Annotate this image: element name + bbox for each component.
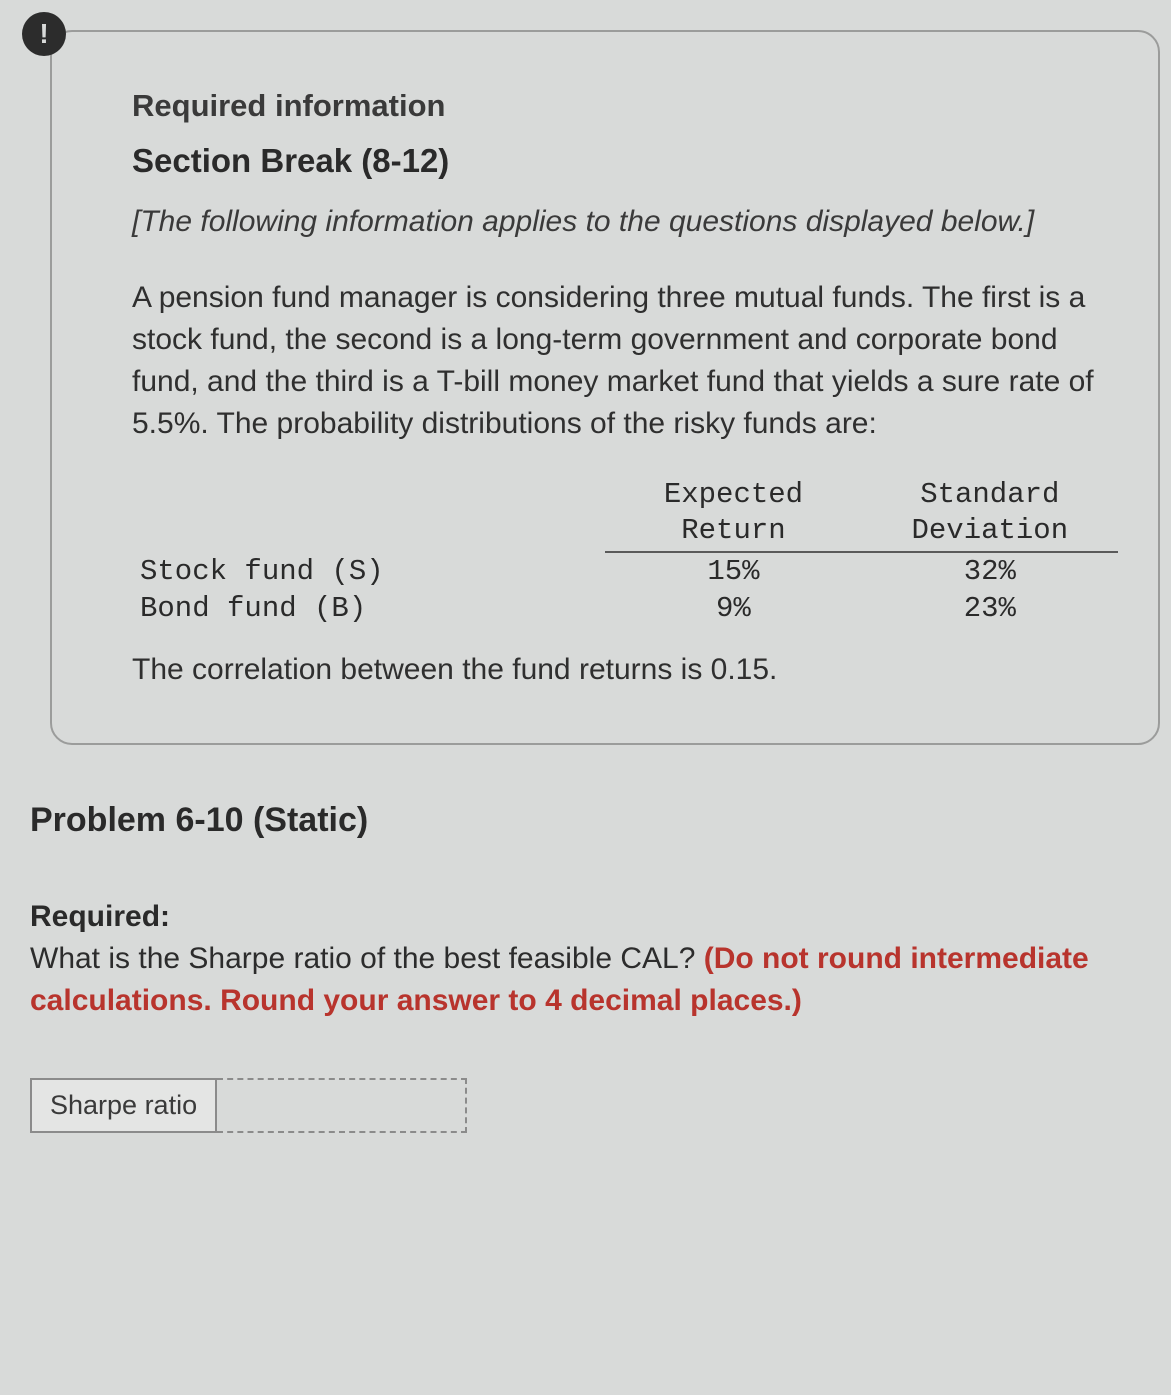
- table-header-stddev: Standard Deviation: [862, 475, 1118, 553]
- alert-glyph: !: [39, 18, 48, 50]
- table-row: Bond fund (B) 9% 23%: [132, 590, 1118, 627]
- problem-title: Problem 6-10 (Static): [30, 801, 1171, 840]
- sharpe-ratio-input[interactable]: [217, 1078, 467, 1133]
- required-info-card: Required information Section Break (8-12…: [50, 30, 1160, 745]
- table-row: Stock fund (S) 15% 32%: [132, 552, 1118, 590]
- fund-std-dev: 23%: [862, 590, 1118, 627]
- fund-expected-return: 15%: [605, 552, 861, 590]
- table-header-blank: [132, 475, 605, 553]
- correlation-text: The correlation between the fund returns…: [132, 653, 1118, 687]
- answer-row: Sharpe ratio: [30, 1078, 1171, 1133]
- page-root: ! Required information Section Break (8-…: [0, 0, 1171, 1395]
- fund-expected-return: 9%: [605, 590, 861, 627]
- required-label: Required:: [30, 896, 1171, 938]
- fund-std-dev: 32%: [862, 552, 1118, 590]
- fund-label: Stock fund (S): [132, 552, 605, 590]
- scenario-text: A pension fund manager is considering th…: [132, 277, 1118, 445]
- alert-icon: !: [22, 12, 66, 56]
- required-block: Required: What is the Sharpe ratio of th…: [30, 896, 1171, 1022]
- required-info-heading: Required information: [132, 88, 1118, 124]
- question-text: What is the Sharpe ratio of the best fea…: [30, 942, 704, 975]
- section-break-heading: Section Break (8-12): [132, 142, 1118, 180]
- fund-table: Expected Return Standard Deviation Stock…: [132, 475, 1118, 628]
- answer-label: Sharpe ratio: [30, 1078, 217, 1133]
- table-header-expected: Expected Return: [605, 475, 861, 553]
- table-header-row: Expected Return Standard Deviation: [132, 475, 1118, 553]
- fund-label: Bond fund (B): [132, 590, 605, 627]
- applies-note: [The following information applies to th…: [132, 202, 1118, 243]
